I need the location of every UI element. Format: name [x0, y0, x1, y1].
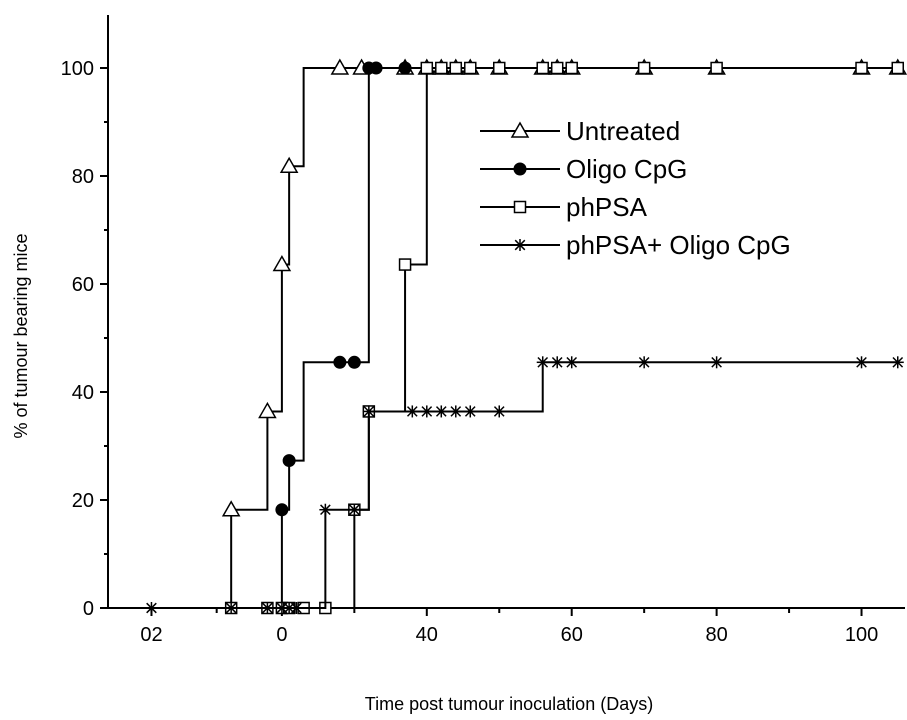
series-2-point-17 [565, 61, 578, 75]
series-3-point-12 [449, 405, 462, 418]
y-axis-title: % of tumour bearing mice [11, 233, 31, 438]
series-0-point-2 [258, 401, 277, 419]
series-0-point-3 [272, 255, 292, 272]
series-2-line [151, 67, 898, 609]
series-3-point-21 [855, 356, 868, 369]
x-tick-label-02: 02 [140, 624, 162, 646]
series-2-point-19 [710, 61, 723, 75]
series-3-point-16 [536, 356, 549, 369]
series-1-point-5 [333, 355, 347, 369]
y-tick-label-0: 0 [83, 598, 94, 620]
series-3-point-22 [891, 356, 904, 369]
series-2-point-12 [449, 61, 463, 75]
series-2-point-15 [536, 61, 549, 75]
series-2-point-18 [637, 61, 651, 75]
x-tick-label-100: 100 [845, 624, 878, 646]
legend-marker-0 [510, 121, 530, 138]
y-tick-label-20: 20 [72, 490, 94, 512]
legend-marker-3 [514, 239, 526, 251]
series-2-point-20 [855, 61, 868, 75]
x-tick-label-0: 0 [276, 624, 287, 646]
series-3-point-19 [638, 356, 651, 369]
x-tick-label-80: 80 [705, 624, 727, 646]
series-2-point-9 [398, 258, 412, 271]
series-3 [145, 356, 904, 614]
y-tick-label-80: 80 [72, 166, 94, 188]
series-3-line [151, 361, 898, 609]
series-0-point-4 [279, 156, 299, 174]
series-2-point-16 [550, 61, 564, 75]
series-3-point-18 [565, 356, 578, 369]
series-3-point-0 [145, 602, 158, 614]
series-1-line [231, 67, 898, 609]
series-3-point-14 [493, 405, 506, 418]
series-3-point-17 [551, 356, 564, 369]
series-3-point-10 [420, 405, 433, 418]
series-2-point-14 [493, 61, 506, 75]
x-tick-label-60: 60 [561, 624, 583, 646]
legend-marker-1 [513, 162, 527, 176]
series-3-point-20 [710, 356, 723, 369]
series-0-line [151, 67, 898, 609]
series-3-point-5 [290, 602, 303, 614]
series-1-point-6 [347, 355, 361, 369]
y-tick-label-100: 100 [61, 58, 94, 80]
series-3-point-7 [348, 503, 361, 516]
legend: Untreated Oligo CpG phPSA phPSA+ Oligo CpG [480, 116, 791, 260]
series-2-point-21 [891, 61, 905, 75]
legend-label-0: Untreated [566, 116, 680, 146]
x-axis-title: Time post tumour inoculation (Days) [365, 694, 653, 714]
series-3-point-6 [319, 503, 332, 516]
series-3-point-2 [261, 602, 274, 614]
series-3-point-13 [464, 405, 477, 418]
series-1-point-8 [369, 61, 383, 75]
legend-label-2: phPSA [566, 192, 648, 222]
series-3-point-9 [406, 405, 419, 418]
series-0-point-6 [330, 58, 350, 75]
series-2-point-10 [420, 61, 434, 75]
series-3-point-1 [225, 602, 238, 614]
series-3-point-11 [435, 405, 448, 418]
series-1-point-3 [282, 454, 296, 468]
legend-marker-2 [513, 200, 527, 214]
y-tick-label-60: 60 [72, 274, 94, 296]
y-tick-label-40: 40 [72, 382, 94, 404]
x-tick-label-40: 40 [416, 624, 438, 646]
series-1-point-9 [398, 61, 412, 75]
legend-label-3: phPSA+ Oligo CpG [566, 230, 791, 260]
series-2-point-13 [464, 61, 477, 75]
series-layer [145, 58, 907, 615]
legend-label-1: Oligo CpG [566, 154, 687, 184]
series-2-point-11 [435, 61, 448, 75]
series-0-point-1 [221, 500, 241, 517]
series-1 [231, 61, 898, 609]
series-1-point-2 [275, 503, 289, 517]
series-0 [151, 58, 907, 609]
series-3-point-8 [362, 405, 375, 418]
series-2 [151, 61, 905, 615]
